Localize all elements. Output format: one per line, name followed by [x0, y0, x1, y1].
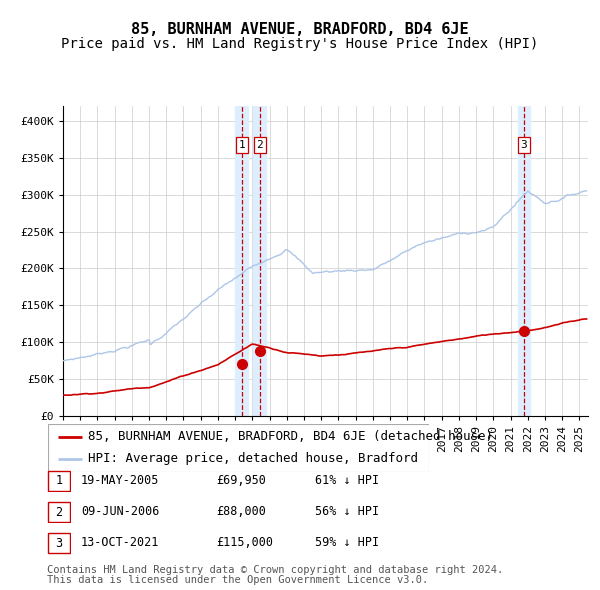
FancyBboxPatch shape [48, 533, 70, 553]
Text: 19-MAY-2005: 19-MAY-2005 [81, 474, 160, 487]
Text: This data is licensed under the Open Government Licence v3.0.: This data is licensed under the Open Gov… [47, 575, 428, 585]
Text: 2: 2 [257, 140, 263, 150]
FancyBboxPatch shape [48, 471, 70, 491]
Text: 13-OCT-2021: 13-OCT-2021 [81, 536, 160, 549]
Text: 1: 1 [238, 140, 245, 150]
Text: Contains HM Land Registry data © Crown copyright and database right 2024.: Contains HM Land Registry data © Crown c… [47, 565, 503, 575]
Text: 61% ↓ HPI: 61% ↓ HPI [315, 474, 379, 487]
Text: HPI: Average price, detached house, Bradford: HPI: Average price, detached house, Brad… [88, 453, 418, 466]
Text: 85, BURNHAM AVENUE, BRADFORD, BD4 6JE (detached house): 85, BURNHAM AVENUE, BRADFORD, BD4 6JE (d… [88, 430, 493, 443]
Text: 3: 3 [55, 537, 62, 550]
Text: 59% ↓ HPI: 59% ↓ HPI [315, 536, 379, 549]
Text: £115,000: £115,000 [216, 536, 273, 549]
Text: 3: 3 [521, 140, 527, 150]
Text: 85, BURNHAM AVENUE, BRADFORD, BD4 6JE: 85, BURNHAM AVENUE, BRADFORD, BD4 6JE [131, 22, 469, 37]
Text: 56% ↓ HPI: 56% ↓ HPI [315, 505, 379, 518]
Bar [253, 106, 266, 416]
Text: 1: 1 [55, 474, 62, 487]
FancyBboxPatch shape [48, 424, 429, 472]
FancyBboxPatch shape [48, 502, 70, 522]
Bar [235, 106, 248, 416]
Text: Price paid vs. HM Land Registry's House Price Index (HPI): Price paid vs. HM Land Registry's House … [61, 37, 539, 51]
Text: 2: 2 [55, 506, 62, 519]
Text: £88,000: £88,000 [216, 505, 266, 518]
Text: £69,950: £69,950 [216, 474, 266, 487]
Text: 09-JUN-2006: 09-JUN-2006 [81, 505, 160, 518]
Bar [518, 106, 530, 416]
